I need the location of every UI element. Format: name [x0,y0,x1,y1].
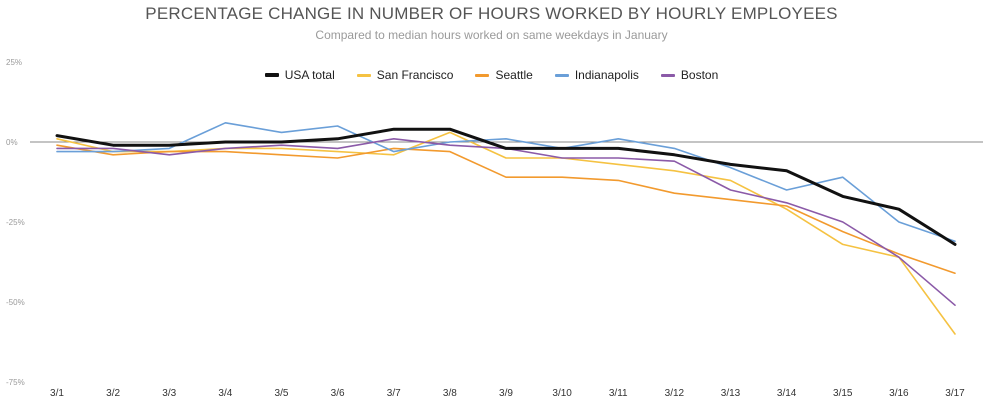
legend-label: Seattle [495,68,533,82]
legend-item-boston: Boston [660,68,719,82]
legend-swatch [264,73,279,77]
legend-swatch [554,73,569,77]
x-tick-label: 3/4 [218,388,232,399]
legend-swatch [475,73,490,77]
chart-subtitle: Compared to median hours worked on same … [315,28,668,42]
legend-item-indianapolis: Indianapolis [554,68,639,82]
x-tick-label: 3/17 [945,388,965,399]
x-tick-label: 3/2 [106,388,120,399]
y-tick-label: -50% [6,298,25,307]
legend-label: Boston [680,68,719,82]
y-tick-label: 25% [6,58,22,67]
x-tick-label: 3/10 [552,388,572,399]
x-tick-label: 3/14 [777,388,797,399]
y-tick-label: -75% [6,378,25,387]
x-tick-label: 3/3 [162,388,176,399]
x-tick-label: 3/6 [331,388,345,399]
series-line-seattle [56,144,956,275]
legend-swatch [660,73,675,77]
legend-label: San Francisco [376,68,454,82]
series-line-san-francisco [56,131,956,335]
series-line-indianapolis [56,122,956,242]
legend-item-san-francisco: San Francisco [356,68,454,82]
legend-label: Indianapolis [574,68,639,82]
legend-item-usa-total: USA total [264,68,335,82]
legend-item-seattle: Seattle [475,68,533,82]
legend-swatch [356,73,371,77]
x-tick-label: 3/9 [499,388,513,399]
y-tick-label: -25% [6,218,25,227]
x-tick-label: 3/15 [833,388,853,399]
x-tick-label: 3/11 [609,388,628,399]
series-line-usa-total [55,127,957,246]
x-tick-label: 3/12 [665,388,685,399]
legend-label: USA total [284,68,335,82]
x-tick-label: 3/5 [275,388,289,399]
chart-legend: USA total San Francisco Seattle Indianapoli… [0,68,983,82]
y-tick-label: 0% [6,138,18,147]
x-tick-label: 3/16 [889,388,909,399]
x-tick-label: 3/8 [443,388,457,399]
chart-title: PERCENTAGE CHANGE IN NUMBER OF HOURS WOR… [145,4,838,23]
x-tick-label: 3/1 [50,388,64,399]
x-tick-label: 3/13 [721,388,741,399]
x-tick-label: 3/7 [387,388,401,399]
